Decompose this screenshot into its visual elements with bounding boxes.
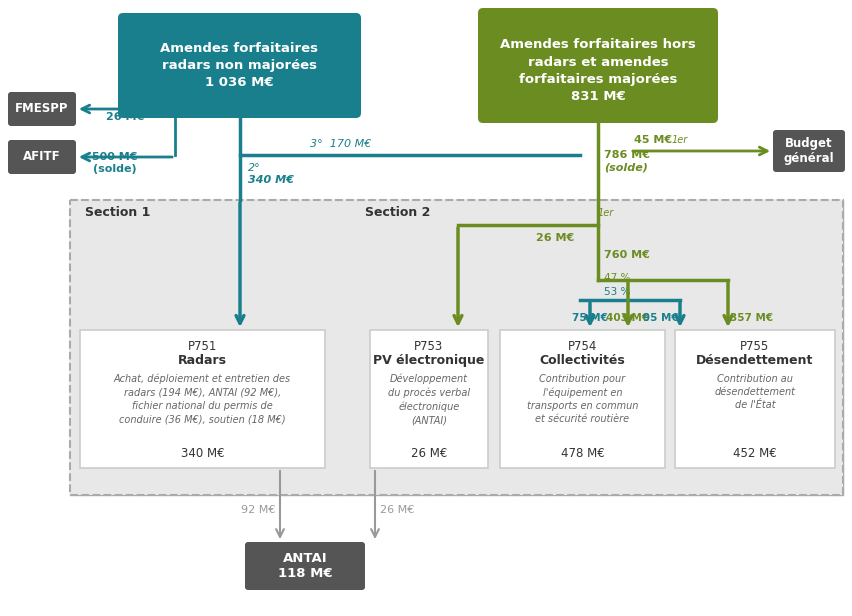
FancyBboxPatch shape <box>8 140 76 174</box>
Bar <box>70 200 842 495</box>
Text: 340 M€: 340 M€ <box>181 447 224 460</box>
FancyBboxPatch shape <box>118 13 360 118</box>
Text: 500 M€
(solde): 500 M€ (solde) <box>92 152 137 174</box>
Bar <box>674 330 834 468</box>
Text: FMESPP: FMESPP <box>15 102 69 116</box>
Text: 357 M€: 357 M€ <box>729 313 772 323</box>
Text: Désendettement: Désendettement <box>695 354 813 367</box>
Text: 1er: 1er <box>671 135 688 145</box>
Bar <box>70 200 842 495</box>
Text: 760 M€: 760 M€ <box>603 250 649 260</box>
Text: 75 M€: 75 M€ <box>572 313 607 323</box>
Text: Budget
général: Budget général <box>783 137 833 165</box>
Text: Contribution pour
l'équipement en
transports en commun
et sécurité routière: Contribution pour l'équipement en transp… <box>527 374 637 424</box>
Text: Section 2: Section 2 <box>365 206 430 219</box>
Text: P755: P755 <box>740 340 769 353</box>
FancyBboxPatch shape <box>245 542 365 590</box>
Text: 53 %: 53 % <box>603 287 630 297</box>
Text: 452 M€: 452 M€ <box>732 447 776 460</box>
Text: AFITF: AFITF <box>23 150 60 163</box>
Bar <box>70 200 842 495</box>
Text: 26 M€: 26 M€ <box>535 233 573 243</box>
Text: 1er: 1er <box>597 208 613 218</box>
Text: 26 M€: 26 M€ <box>106 112 144 122</box>
Text: 478 M€: 478 M€ <box>560 447 604 460</box>
Text: 403 M€: 403 M€ <box>606 313 649 323</box>
Text: 26 M€: 26 M€ <box>379 505 414 515</box>
Text: Achat, déploiement et entretien des
radars (194 M€), ANTAI (92 M€),
fichier nati: Achat, déploiement et entretien des rada… <box>114 374 291 424</box>
Text: P751: P751 <box>187 340 217 353</box>
FancyBboxPatch shape <box>772 130 844 172</box>
Text: Collectivités: Collectivités <box>539 354 625 367</box>
Bar <box>80 330 325 468</box>
Text: PV électronique: PV électronique <box>373 354 484 367</box>
Text: 26 M€: 26 M€ <box>411 447 446 460</box>
Text: P753: P753 <box>414 340 443 353</box>
Bar <box>370 330 487 468</box>
Text: 92 M€: 92 M€ <box>240 505 274 515</box>
FancyBboxPatch shape <box>8 92 76 126</box>
Text: Développement
du procès verbal
électronique
(ANTAI): Développement du procès verbal électroni… <box>388 374 469 426</box>
Text: Radars: Radars <box>178 354 227 367</box>
Text: P754: P754 <box>567 340 596 353</box>
Text: (solde): (solde) <box>603 163 648 173</box>
FancyBboxPatch shape <box>477 8 717 123</box>
Text: 1er: 1er <box>153 93 170 103</box>
Text: 95 M€: 95 M€ <box>642 313 678 323</box>
Text: 786 M€: 786 M€ <box>603 150 649 160</box>
Text: Amendes forfaitaires
radars non majorées
1 036 M€: Amendes forfaitaires radars non majorées… <box>160 42 318 89</box>
Text: 47 %: 47 % <box>603 273 630 283</box>
Text: ANTAI
118 M€: ANTAI 118 M€ <box>278 552 332 580</box>
Text: 2°: 2° <box>248 163 261 173</box>
Bar <box>499 330 665 468</box>
Text: Contribution au
désendettement
de l'État: Contribution au désendettement de l'État <box>714 374 795 410</box>
Text: 3°  170 M€: 3° 170 M€ <box>309 139 371 149</box>
Text: 45 M€: 45 M€ <box>633 135 671 145</box>
Text: Section 1: Section 1 <box>85 206 150 219</box>
Text: 340 M€: 340 M€ <box>248 175 294 185</box>
Text: Amendes forfaitaires hors
radars et amendes
forfaitaires majorées
831 M€: Amendes forfaitaires hors radars et amen… <box>499 38 695 102</box>
